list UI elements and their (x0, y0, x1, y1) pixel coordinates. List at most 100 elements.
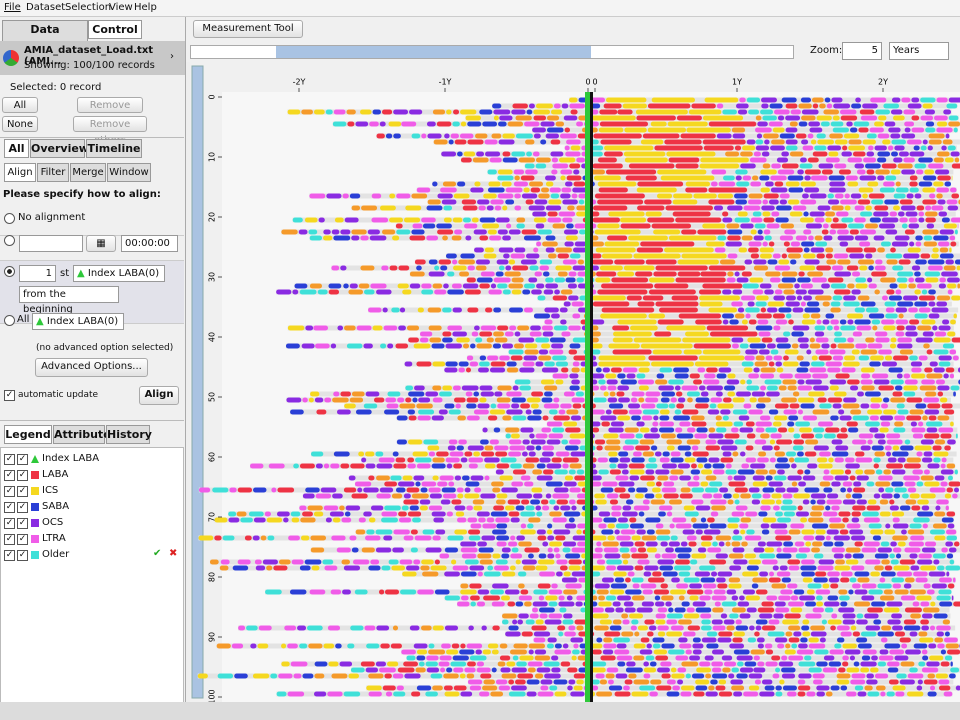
event[interactable] (800, 301, 806, 307)
event[interactable] (888, 127, 901, 133)
event[interactable] (770, 145, 785, 151)
event[interactable] (840, 571, 853, 577)
event[interactable] (315, 343, 330, 349)
event[interactable] (746, 607, 757, 613)
event[interactable] (944, 631, 950, 637)
event[interactable] (376, 289, 392, 295)
event[interactable] (488, 289, 502, 295)
event[interactable] (502, 619, 509, 625)
event[interactable] (622, 559, 629, 565)
event[interactable] (398, 511, 407, 517)
event[interactable] (533, 109, 550, 115)
event[interactable] (234, 673, 248, 679)
event[interactable] (571, 655, 577, 661)
event[interactable] (951, 175, 953, 181)
event[interactable] (428, 451, 436, 457)
event[interactable] (562, 457, 579, 463)
event[interactable] (382, 685, 396, 691)
event[interactable] (491, 649, 499, 655)
event[interactable] (779, 235, 794, 241)
event[interactable] (309, 283, 322, 289)
record-track[interactable] (209, 559, 955, 565)
event[interactable] (465, 481, 480, 487)
event[interactable] (741, 235, 753, 241)
event[interactable] (905, 649, 921, 655)
event[interactable] (892, 523, 909, 529)
event[interactable] (665, 205, 713, 211)
event[interactable] (755, 355, 765, 361)
legend-item[interactable]: ✓ ✓ ICS (1, 484, 181, 498)
event[interactable] (476, 343, 492, 349)
event[interactable] (865, 307, 879, 313)
event[interactable] (309, 193, 326, 199)
event[interactable] (922, 139, 928, 145)
event[interactable] (497, 193, 514, 199)
event[interactable] (759, 613, 773, 619)
event[interactable] (437, 229, 454, 235)
event[interactable] (801, 559, 815, 565)
event[interactable] (923, 679, 938, 685)
event[interactable] (601, 283, 654, 289)
event[interactable] (918, 157, 933, 163)
event[interactable] (452, 217, 463, 223)
event[interactable] (649, 277, 675, 283)
event[interactable] (401, 121, 417, 127)
event[interactable] (618, 397, 630, 403)
event[interactable] (500, 457, 517, 463)
event[interactable] (816, 253, 825, 259)
event[interactable] (598, 469, 609, 475)
event[interactable] (403, 661, 418, 667)
event[interactable] (432, 181, 438, 187)
event[interactable] (598, 523, 607, 529)
event[interactable] (834, 457, 844, 463)
event[interactable] (852, 553, 864, 559)
event[interactable] (725, 241, 742, 247)
event[interactable] (496, 541, 507, 547)
event[interactable] (880, 637, 888, 643)
event[interactable] (834, 475, 849, 481)
event[interactable] (535, 103, 553, 109)
event[interactable] (538, 595, 545, 601)
event[interactable] (572, 361, 580, 367)
event[interactable] (801, 625, 810, 631)
event[interactable] (654, 451, 662, 457)
event[interactable] (661, 391, 676, 397)
event[interactable] (505, 433, 511, 439)
event[interactable] (732, 535, 743, 541)
event[interactable] (633, 337, 682, 343)
event[interactable] (446, 667, 453, 673)
event[interactable] (685, 649, 692, 655)
event[interactable] (808, 517, 824, 523)
event[interactable] (691, 673, 705, 679)
event[interactable] (509, 445, 526, 451)
event[interactable] (560, 289, 573, 295)
event[interactable] (555, 265, 572, 271)
event[interactable] (732, 547, 745, 553)
event[interactable] (753, 151, 761, 157)
event[interactable] (773, 445, 780, 451)
event[interactable] (666, 151, 716, 157)
event[interactable] (839, 415, 852, 421)
event[interactable] (768, 481, 783, 487)
event[interactable] (412, 223, 423, 229)
event[interactable] (766, 391, 780, 397)
event[interactable] (600, 139, 632, 145)
event[interactable] (735, 619, 742, 625)
event[interactable] (621, 613, 629, 619)
event[interactable] (419, 331, 433, 337)
event[interactable] (443, 205, 453, 211)
event[interactable] (692, 637, 701, 643)
event[interactable] (389, 217, 403, 223)
event[interactable] (777, 115, 785, 121)
event[interactable] (745, 445, 754, 451)
event[interactable] (948, 547, 957, 553)
event[interactable] (645, 211, 662, 217)
event[interactable] (511, 109, 526, 115)
event[interactable] (534, 199, 548, 205)
event[interactable] (442, 493, 457, 499)
event[interactable] (947, 205, 959, 211)
event[interactable] (442, 307, 452, 313)
event[interactable] (709, 331, 758, 337)
event[interactable] (392, 625, 399, 631)
event[interactable] (477, 589, 490, 595)
